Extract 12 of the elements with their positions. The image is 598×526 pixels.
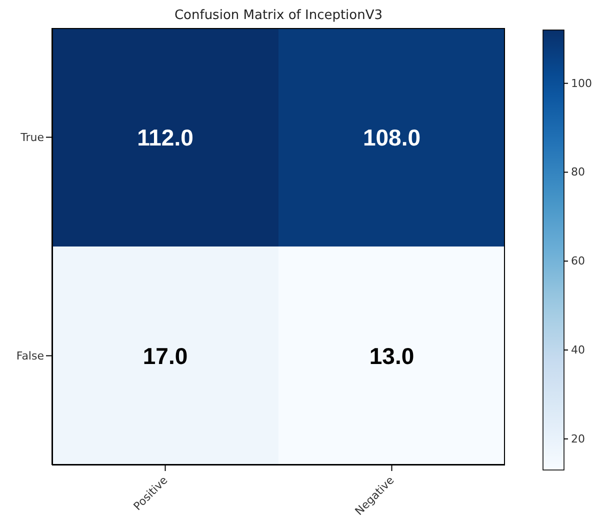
data-label: 108.0: [362, 124, 421, 150]
y-tick-label: True: [20, 131, 44, 144]
chart-title: Confusion Matrix of InceptionV3: [173, 8, 384, 23]
color-bar-label: 80: [571, 166, 585, 179]
data-label: 13.0: [369, 342, 414, 369]
color-bar-label: 60: [571, 254, 585, 268]
y-tick-label: False: [16, 350, 44, 363]
data-label: 17.0: [142, 342, 188, 369]
color-bar-label: 100: [571, 76, 592, 90]
data-label: 112.0: [137, 124, 194, 150]
color-bar-label: 40: [571, 344, 585, 356]
color-bar-label: 20: [571, 432, 585, 446]
